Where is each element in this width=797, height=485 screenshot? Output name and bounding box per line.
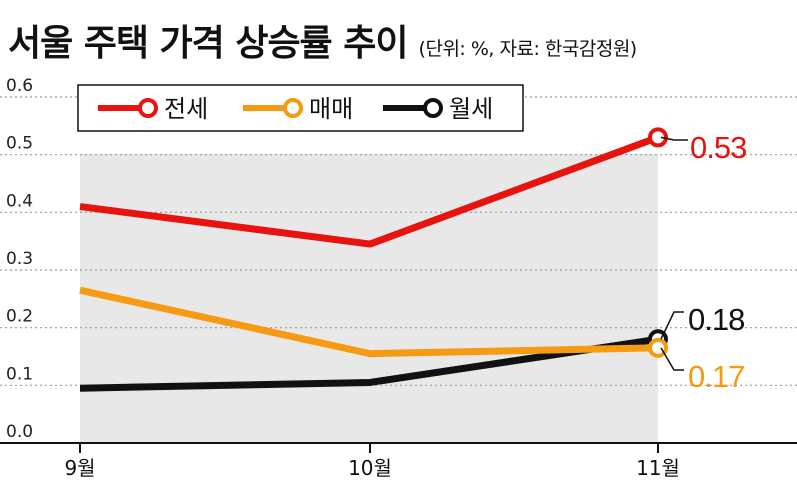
legend-label: 월세	[449, 95, 493, 123]
plot-shaded-area	[80, 154, 658, 443]
end-value-label: 0.18	[688, 302, 744, 337]
series-line-2	[79, 286, 659, 358]
value-leader-line	[660, 347, 684, 371]
y-tick-label: 0.2	[6, 307, 33, 327]
series-line-3	[79, 335, 659, 392]
chart-title: 서울 주택 가격 상승률 추이	[8, 23, 408, 64]
chart-subtitle: (단위: %, 자료: 한국감정원)	[418, 38, 638, 60]
end-value-label: 0.17	[688, 359, 744, 394]
y-tick-label: 0.4	[6, 191, 33, 211]
y-tick-label: 0.3	[6, 249, 33, 269]
x-tick-label: 9월	[64, 456, 95, 480]
legend-label: 전세	[164, 95, 208, 123]
chart-title-block: 서울 주택 가격 상승률 추이 (단위: %, 자료: 한국감정원)	[8, 14, 637, 66]
y-tick-label: 0.0	[6, 422, 33, 442]
value-leader-line	[660, 136, 688, 141]
series-end-marker	[648, 337, 668, 358]
x-tick-label: 11월	[636, 456, 680, 480]
legend-marker	[423, 98, 443, 118]
series-end-marker	[648, 127, 668, 148]
legend-marker	[138, 98, 158, 118]
value-leader-line	[660, 311, 684, 340]
legend-label: 매매	[309, 95, 353, 123]
x-tick-label: 10월	[348, 456, 392, 480]
end-value-label: 0.53	[690, 130, 746, 165]
y-tick-label: 0.1	[6, 364, 33, 384]
series-line-1	[79, 134, 660, 248]
y-tick-label: 0.6	[6, 76, 33, 96]
legend-marker	[283, 98, 303, 118]
y-tick-label: 0.5	[6, 134, 33, 154]
